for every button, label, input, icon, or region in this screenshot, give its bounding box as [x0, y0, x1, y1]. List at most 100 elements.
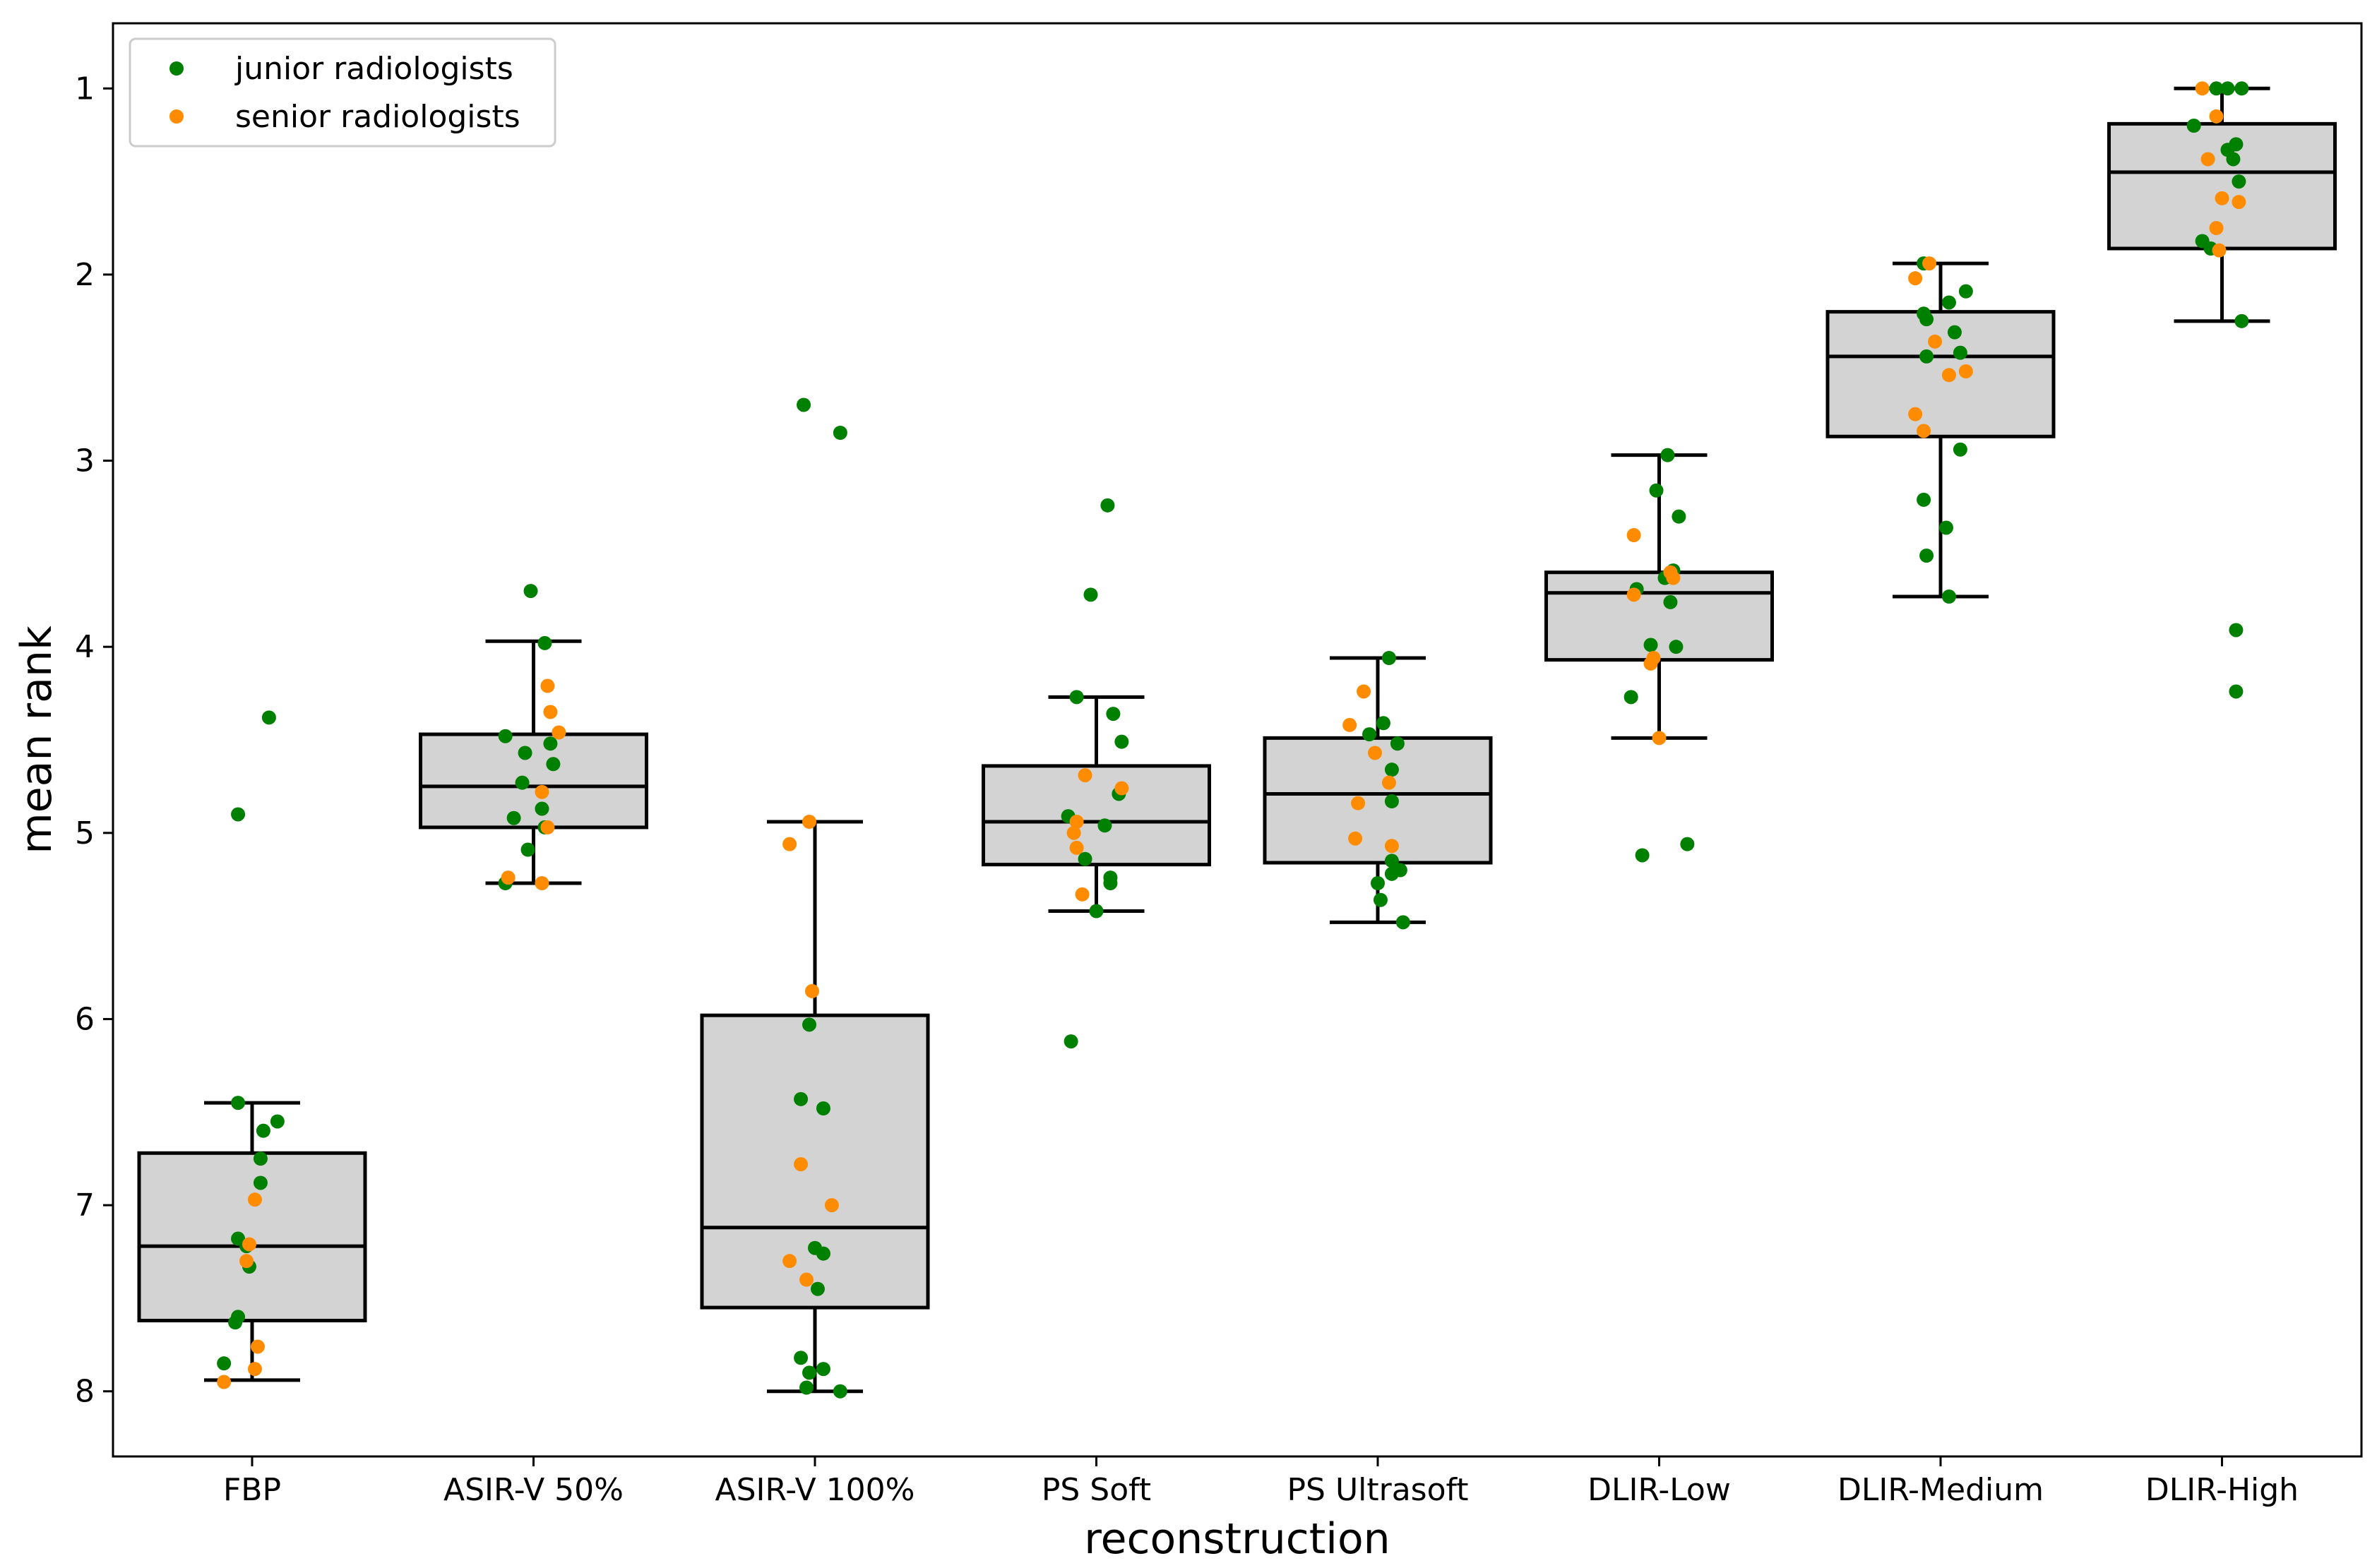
point-junior	[520, 842, 535, 857]
legend: junior radiologists senior radiologists	[129, 37, 556, 148]
point-junior	[1373, 892, 1388, 907]
point-senior	[2195, 81, 2210, 96]
point-senior	[501, 870, 516, 885]
point-junior	[1097, 818, 1112, 833]
point-senior	[2209, 221, 2224, 235]
point-junior	[1663, 594, 1678, 609]
x-tick-label: PS Soft	[1042, 1472, 1151, 1508]
point-junior	[2186, 119, 2201, 133]
point-junior	[1953, 442, 1967, 457]
point-senior	[1357, 684, 1371, 699]
y-axis-title: mean rank	[12, 626, 61, 854]
point-junior	[1635, 848, 1650, 863]
point-junior	[1669, 640, 1684, 654]
point-senior	[1917, 424, 1931, 438]
legend-label-senior: senior radiologists	[235, 99, 520, 135]
point-junior	[543, 736, 558, 751]
point-senior	[1652, 731, 1667, 746]
point-junior	[1919, 549, 1934, 563]
point-junior	[506, 810, 521, 825]
point-senior	[1348, 831, 1363, 846]
point-senior	[2215, 191, 2229, 205]
point-junior	[228, 1315, 243, 1330]
y-tick-label: 7	[75, 1187, 95, 1223]
point-junior	[1947, 325, 1962, 340]
x-tick-label: DLIR-Low	[1587, 1472, 1731, 1508]
point-junior	[2220, 81, 2235, 96]
box-group	[1544, 453, 1774, 740]
point-senior	[805, 983, 820, 998]
point-junior	[1624, 690, 1638, 705]
point-junior	[816, 1101, 830, 1115]
y-tick-label: 5	[75, 815, 95, 851]
point-senior	[1066, 825, 1081, 840]
point-junior	[1114, 734, 1129, 749]
point-junior	[535, 801, 549, 816]
x-tick-label: DLIR-Medium	[1837, 1472, 2044, 1508]
point-junior	[1100, 498, 1115, 513]
point-junior	[1680, 837, 1695, 851]
point-senior	[799, 1272, 814, 1287]
point-senior	[1626, 528, 1641, 542]
legend-frame	[129, 37, 556, 148]
x-tick-label: FBP	[223, 1472, 281, 1508]
point-senior	[802, 815, 817, 829]
point-junior	[515, 775, 530, 790]
point-junior	[816, 1246, 830, 1261]
point-senior	[239, 1254, 254, 1269]
point-junior	[1953, 345, 1967, 360]
x-tick-label: DLIR-High	[2145, 1472, 2299, 1508]
point-senior	[247, 1362, 262, 1377]
point-senior	[242, 1237, 257, 1252]
plot-area	[137, 81, 2337, 1399]
point-junior	[2209, 81, 2224, 96]
point-senior	[1078, 768, 1092, 783]
point-junior	[2226, 152, 2241, 167]
point-senior	[540, 678, 555, 693]
box-group	[137, 1101, 367, 1382]
point-junior	[1083, 587, 1098, 602]
point-junior	[833, 1384, 847, 1399]
point-junior	[810, 1281, 825, 1296]
point-junior	[1660, 448, 1675, 462]
point-senior	[1666, 570, 1681, 585]
x-axis: FBP ASIR-V 50% ASIR-V 100% PS Soft PS Ultras…	[223, 1456, 2299, 1508]
point-senior	[1381, 775, 1396, 790]
point-junior	[498, 729, 513, 743]
point-junior	[1672, 509, 1686, 524]
point-senior	[543, 705, 558, 719]
y-tick-label: 1	[75, 71, 95, 107]
y-axis: 1 2 3 4 5 6 7 8	[75, 71, 113, 1410]
point-senior	[1908, 271, 1923, 286]
point-junior	[2234, 81, 2249, 96]
point-junior	[1938, 520, 1953, 535]
point-junior	[217, 1356, 232, 1371]
point-junior	[1941, 295, 1956, 310]
point-junior	[537, 635, 552, 650]
point-junior	[1958, 284, 1973, 299]
point-senior	[1908, 407, 1923, 421]
point-junior	[1919, 312, 1934, 327]
point-senior	[794, 1157, 809, 1172]
point-senior	[782, 1254, 797, 1269]
point-junior	[1078, 851, 1092, 866]
box-group	[419, 639, 648, 885]
point-junior	[833, 426, 847, 440]
point-junior	[816, 1362, 830, 1377]
point-junior	[1941, 590, 1956, 604]
point-junior	[2229, 137, 2244, 152]
point-junior	[2234, 313, 2249, 328]
point-junior	[1384, 794, 1399, 808]
point-junior	[1069, 690, 1084, 705]
point-senior	[1351, 796, 1366, 810]
point-junior	[1103, 876, 1118, 890]
point-senior	[1384, 839, 1399, 854]
y-tick-label: 3	[75, 443, 95, 479]
point-junior	[1106, 707, 1121, 722]
point-junior	[1384, 762, 1399, 777]
point-junior	[1362, 727, 1377, 742]
point-junior	[1064, 1034, 1078, 1049]
point-senior	[2212, 243, 2227, 258]
x-tick-label: PS Ultrasoft	[1287, 1472, 1469, 1508]
